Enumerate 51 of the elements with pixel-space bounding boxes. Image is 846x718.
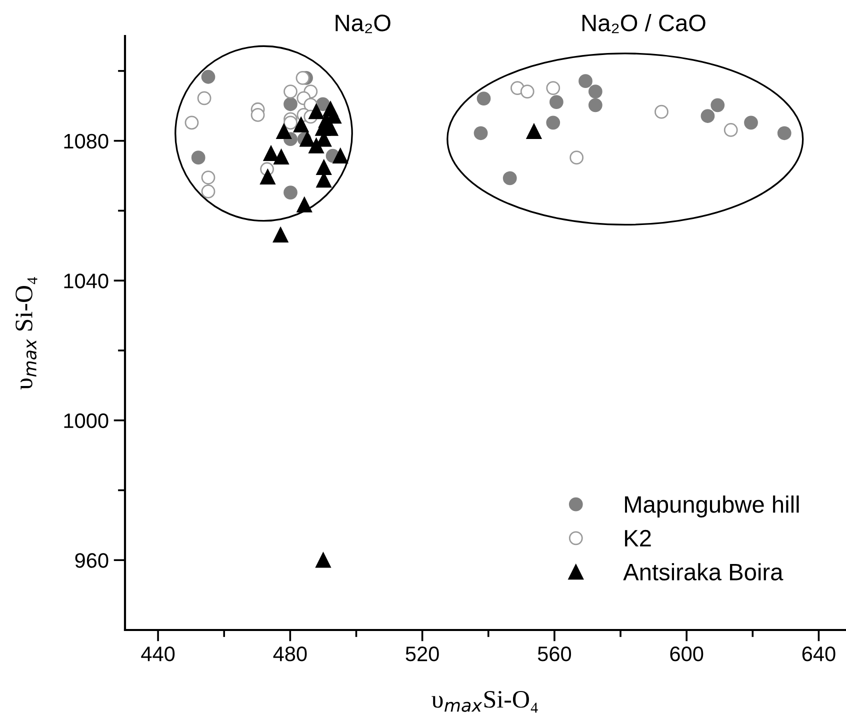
text: Na₂O / CaO	[582, 14, 706, 34]
x-tick-label: 520	[406, 646, 439, 662]
point	[296, 70, 310, 85]
point	[744, 116, 758, 130]
point	[546, 116, 560, 130]
point	[476, 92, 491, 106]
point	[296, 197, 312, 212]
point	[260, 169, 276, 184]
point	[549, 95, 564, 109]
point	[710, 98, 725, 112]
point	[474, 126, 488, 140]
y-tick-label: 960	[75, 553, 108, 568]
point	[777, 126, 792, 140]
legend-label: Antsiraka Boira	[623, 563, 784, 580]
point	[284, 116, 298, 130]
y-tick-label: 1000	[64, 413, 108, 428]
point	[332, 148, 348, 164]
x-tick-label: 480	[273, 646, 307, 662]
x-tick-label: 560	[538, 646, 572, 662]
point	[201, 70, 216, 84]
point	[724, 123, 738, 137]
point	[308, 138, 324, 154]
point	[578, 74, 592, 88]
point	[316, 160, 332, 176]
point	[308, 104, 324, 120]
point	[588, 84, 602, 98]
point	[284, 97, 298, 112]
point	[502, 171, 517, 186]
point	[588, 98, 602, 112]
text: Na₂O	[336, 14, 390, 34]
x-axis-title: υ$_{max}$Si-O₄	[432, 690, 538, 713]
point	[293, 117, 309, 132]
point	[316, 552, 331, 568]
point	[284, 186, 298, 200]
y-tick-label: 1080	[64, 134, 108, 149]
point	[276, 124, 292, 140]
point	[272, 227, 288, 242]
y-axis-title: υ$_{max}$ Si-O₄	[16, 277, 38, 390]
point	[274, 149, 289, 165]
point	[700, 109, 715, 123]
x-tick-label: 440	[141, 646, 175, 662]
x-tick-label: 640	[802, 646, 836, 662]
point	[191, 150, 206, 165]
point	[300, 131, 315, 147]
x-tick-label: 600	[670, 646, 704, 662]
point	[250, 108, 265, 122]
legend-label: K2	[625, 530, 651, 546]
point	[526, 124, 542, 140]
y-tick-label: 1040	[64, 274, 108, 288]
point	[263, 146, 279, 162]
legend-label: Mapungubwe hill	[625, 496, 799, 518]
